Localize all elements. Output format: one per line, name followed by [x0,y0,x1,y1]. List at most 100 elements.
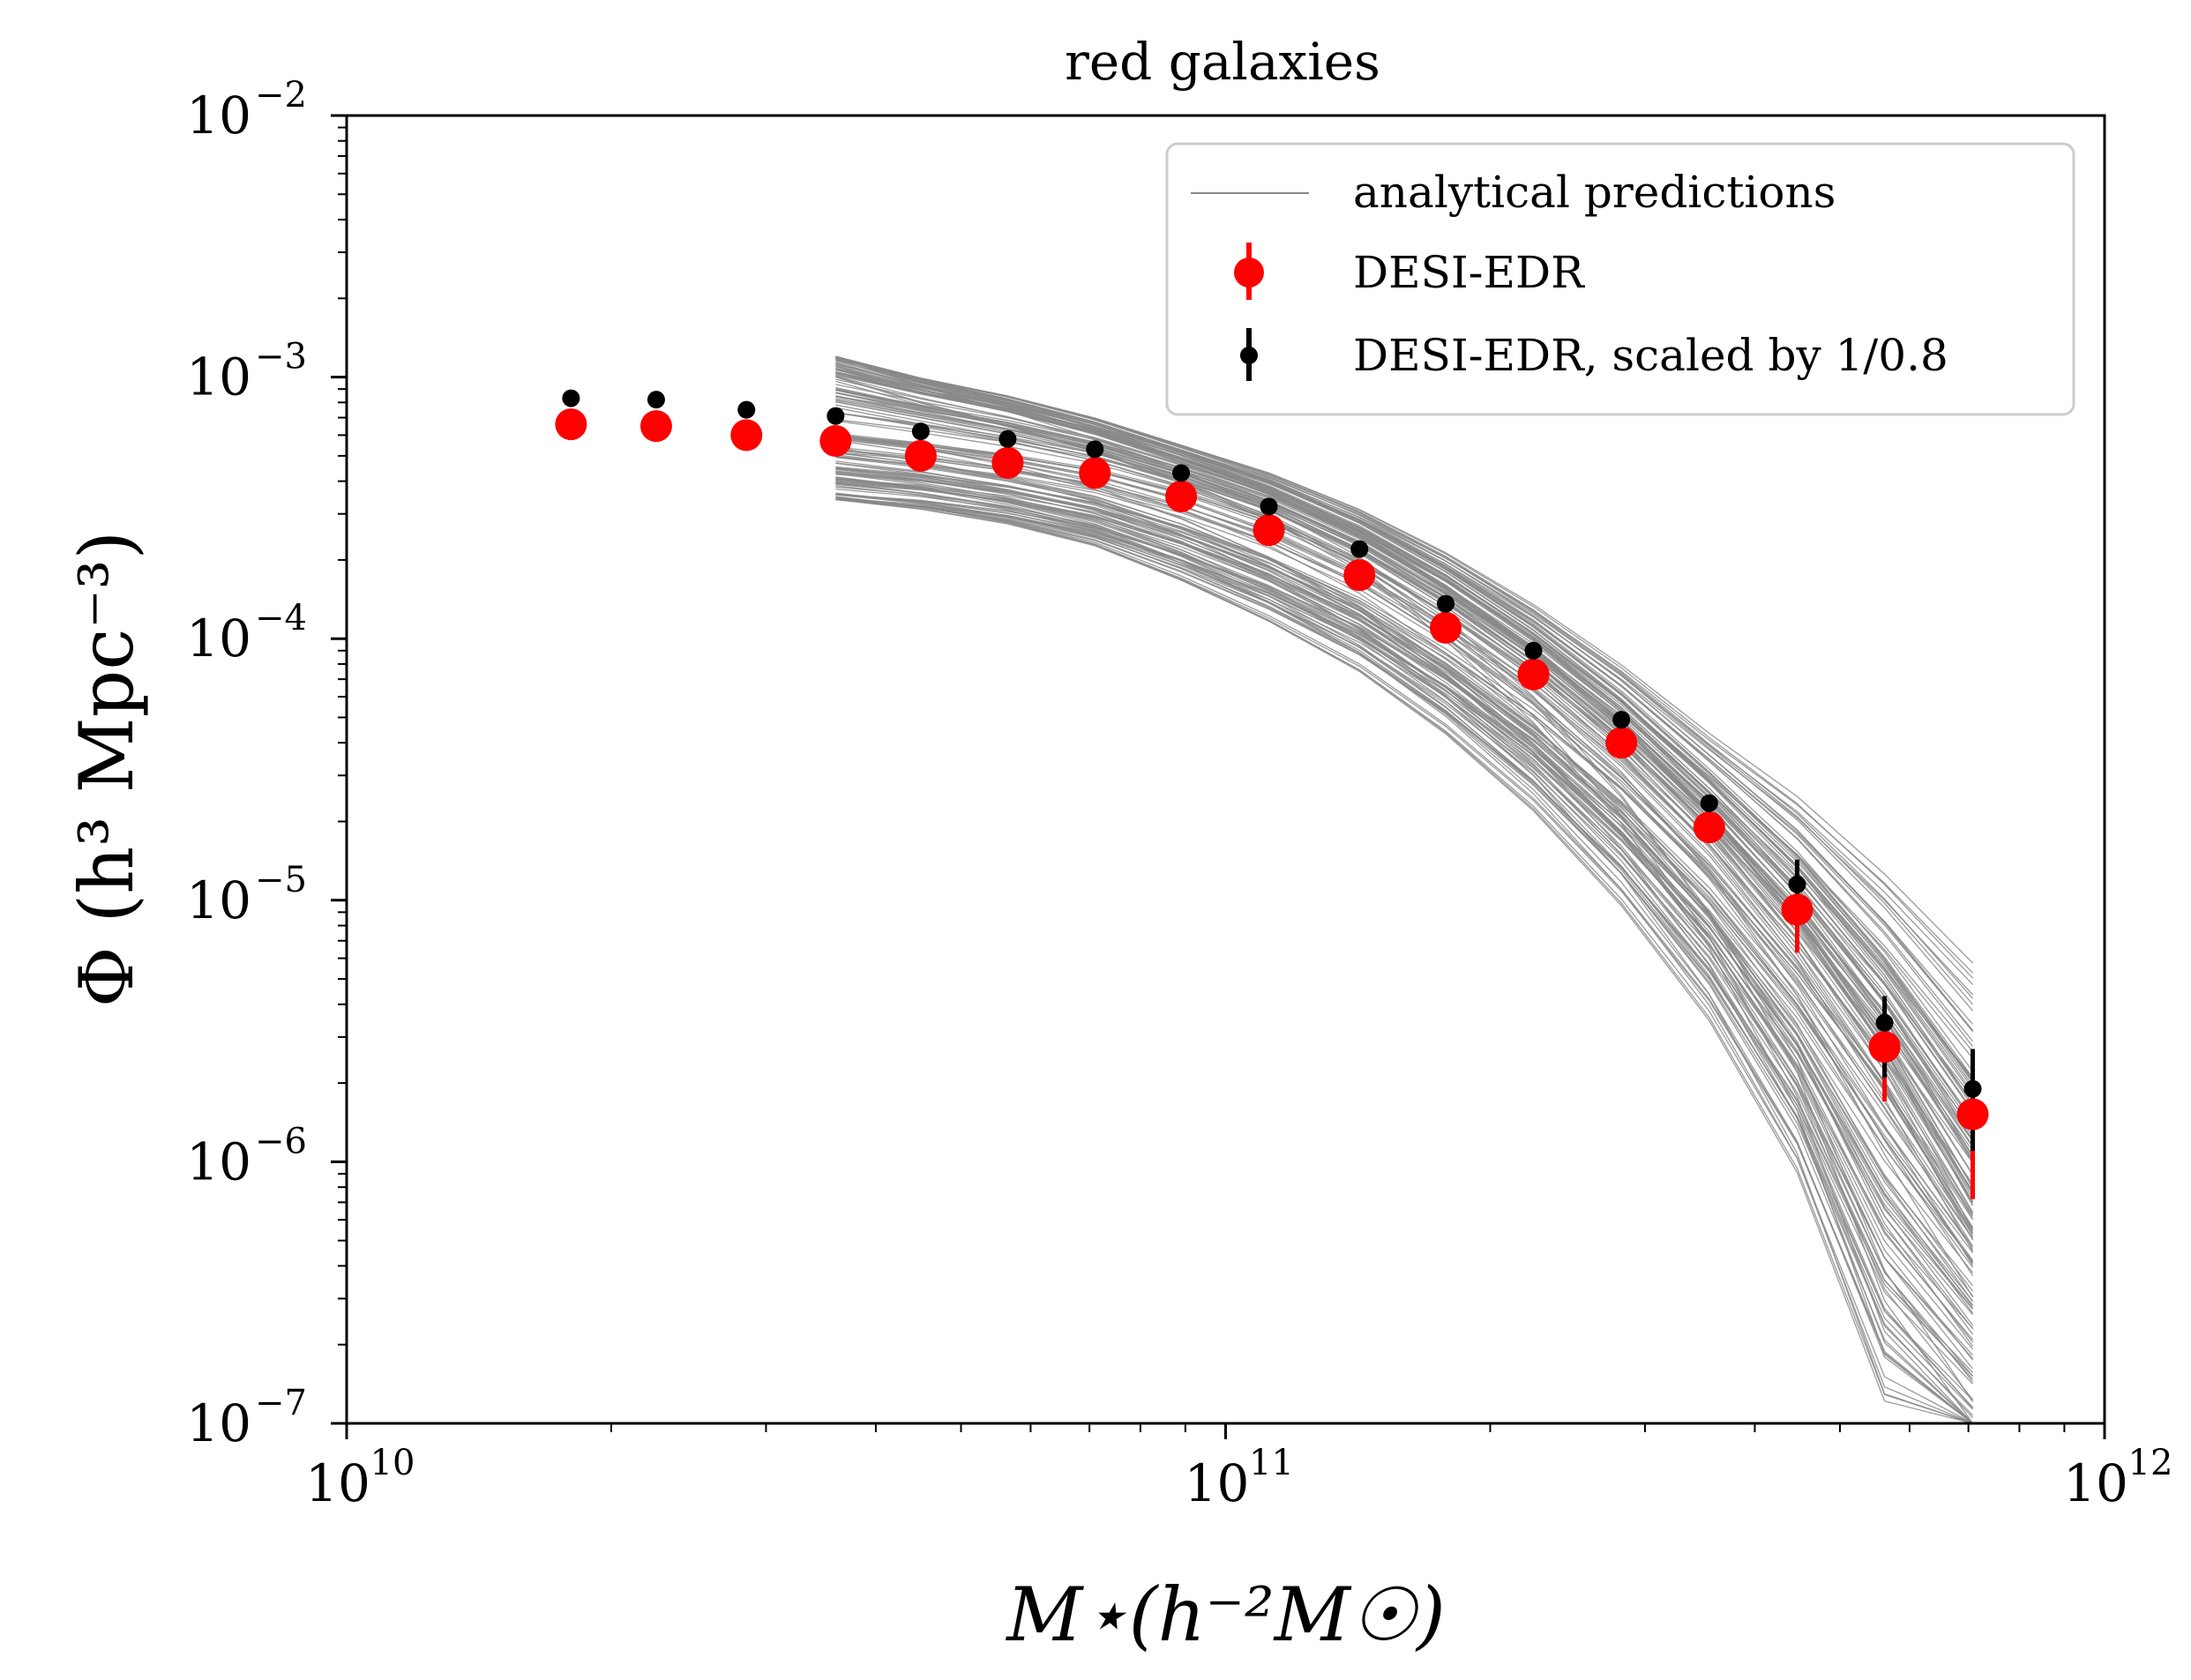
desi-point [991,446,1024,479]
chart-title: red galaxies [1065,32,1380,92]
legend-marker-desi-scaled [1240,347,1258,364]
y-tick-label: 10 [186,870,251,930]
x-axis-label: M⋆(h⁻²M☉) [1005,1572,1446,1658]
analytical-curve [835,360,1974,1079]
desi-point [639,410,672,443]
x-tick-label: 10 [2063,1453,2128,1513]
analytical-curve [835,482,1974,1410]
desi-point [1517,658,1550,691]
analytical-curve [835,456,1974,1185]
analytical-curve [835,476,1973,1424]
analytical-curve [835,480,1974,1297]
analytical-curve [835,493,1974,1316]
analytical-curve [835,467,1974,1235]
desi-point [1430,611,1462,644]
analytical-curve [835,370,1974,985]
legend-label-desi: DESI-EDR [1353,247,1585,298]
desi-point [904,439,937,472]
desi-point [1781,893,1813,926]
analytical-curve [835,496,1973,1424]
desi_scaled-point [998,429,1017,448]
x-tick-label-exponent: 10 [370,1443,415,1483]
analytical-curve [835,482,1973,1424]
analytical-curve [835,467,1974,1330]
desi-point [1079,457,1111,489]
y-tick-label-exponent: −3 [255,337,307,377]
analytical-curve [835,478,1974,1217]
desi-point [1605,727,1638,759]
desi_scaled-point [1612,711,1631,729]
analytical-curve [835,367,1974,1032]
desi_scaled-point [1086,440,1104,459]
analytical-curve [835,498,1974,1424]
analytical-curve [835,388,1974,1163]
desi-point [730,419,763,452]
desi-point [555,408,587,441]
analytical-curve [835,479,1974,1340]
analytical-curve [835,371,1974,1113]
analytical-curve [835,364,1974,1138]
y-tick-label-exponent: −4 [255,598,307,638]
x-tick-label: 10 [1185,1453,1250,1513]
analytical-curve [835,497,1974,1378]
analytical-curve [835,470,1974,1350]
analytical-curves [835,355,1974,1424]
desi_scaled-point [826,407,845,425]
y-axis: 10−710−610−510−410−310−2 [186,75,347,1453]
legend-label-analytical: analytical predictions [1353,167,1836,218]
analytical-curve [835,446,1973,1424]
desi-point [1693,811,1725,844]
analytical-curve [835,358,1974,1048]
analytical-curve [835,370,1974,1124]
desi_scaled-point [1524,641,1543,660]
analytical-curve [835,471,1974,1408]
y-tick-label: 10 [186,347,251,407]
legend-frame [1165,142,2075,416]
analytical-curve [835,446,1974,1247]
legend: analytical predictions DESI-EDR DESI-EDR… [1165,142,2075,416]
desi-point [1956,1098,1989,1131]
analytical-curve [835,498,1974,1287]
desi_scaled-point [911,422,930,441]
desi_scaled-point [1788,875,1806,893]
desi_scaled-point [647,391,665,409]
desi-point [819,425,852,458]
y-tick-label: 10 [186,609,251,668]
analytical-curve [835,380,1974,1402]
analytical-curve [835,375,1974,1231]
analytical-curve [835,439,1974,1400]
analytical-curve [835,497,1974,1424]
desi_scaled-point [1963,1079,1982,1098]
analytical-curve [835,356,1974,1105]
analytical-curve [835,374,1974,996]
desi_scaled-point [1700,794,1718,812]
data-points [555,389,1989,1131]
analytical-curve [835,412,1974,1148]
analytical-curve [835,368,1974,1141]
y-tick-label-exponent: −6 [255,1121,307,1161]
analytical-curve [835,456,1974,1228]
desi-point [1165,480,1198,512]
y-tick-label: 10 [186,1131,251,1191]
y-tick-label-exponent: −7 [255,1383,307,1423]
analytical-curve [835,399,1974,1176]
analytical-curve [835,476,1974,1424]
legend-marker-desi [1234,258,1264,287]
x-axis: 10 10 10 11 10 12 [305,1423,2172,1513]
analytical-curve [835,374,1974,1080]
desi_scaled-point [737,400,756,419]
desi_scaled-point [1437,594,1455,613]
y-tick-label: 10 [186,86,251,146]
x-tick-label-exponent: 12 [2128,1443,2173,1483]
y-tick-label-exponent: −2 [255,75,307,116]
analytical-curve [835,498,1973,1424]
x-tick-label: 10 [305,1453,370,1513]
x-tick-label-exponent: 11 [1249,1443,1294,1483]
desi_scaled-point [1172,464,1191,482]
desi_scaled-point [1260,497,1278,516]
y-tick-label-exponent: −5 [255,860,307,900]
y-tick-label: 10 [186,1393,251,1453]
desi-point [1868,1031,1901,1064]
